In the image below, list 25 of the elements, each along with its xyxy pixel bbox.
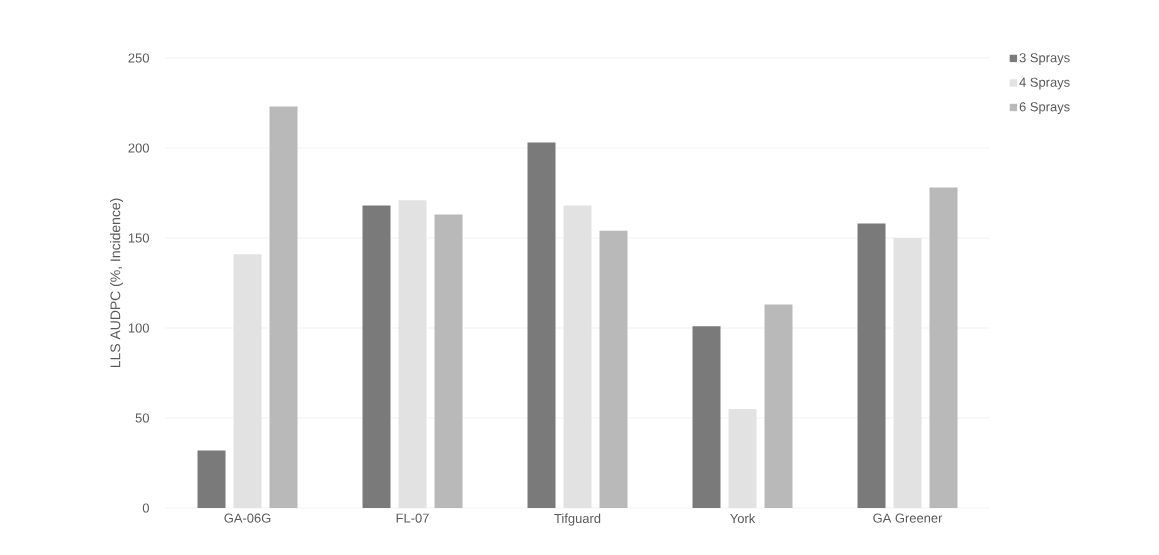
bar — [764, 304, 793, 508]
y-tick-label: 250 — [128, 53, 149, 63]
bar — [857, 223, 886, 508]
x-tick-label: GA-06G — [224, 513, 271, 523]
x-tick-label: GA Greener — [873, 513, 943, 523]
bar — [929, 187, 958, 508]
x-tick-label: FL-07 — [396, 513, 429, 523]
y-tick-label: 200 — [128, 143, 149, 153]
legend-label: 6 Sprays — [1019, 102, 1070, 114]
bar — [197, 450, 226, 508]
bar — [434, 214, 463, 508]
y-tick-label: 50 — [135, 413, 149, 423]
bar — [599, 230, 628, 508]
bar — [269, 106, 298, 508]
y-tick-label: 0 — [142, 503, 149, 513]
x-tick-label: York — [730, 513, 756, 524]
legend-label: 4 Sprays — [1019, 77, 1070, 90]
bar — [362, 205, 391, 508]
y-tick-label: 100 — [128, 323, 149, 333]
y-tick-label: 150 — [128, 233, 149, 243]
x-tick-label: Tifguard — [554, 513, 601, 526]
bar — [527, 142, 556, 508]
y-axis-title: LLS AUDPC (%, Incidence) — [110, 198, 124, 368]
bar — [692, 326, 721, 508]
legend-label: 3 Sprays — [1019, 53, 1070, 65]
